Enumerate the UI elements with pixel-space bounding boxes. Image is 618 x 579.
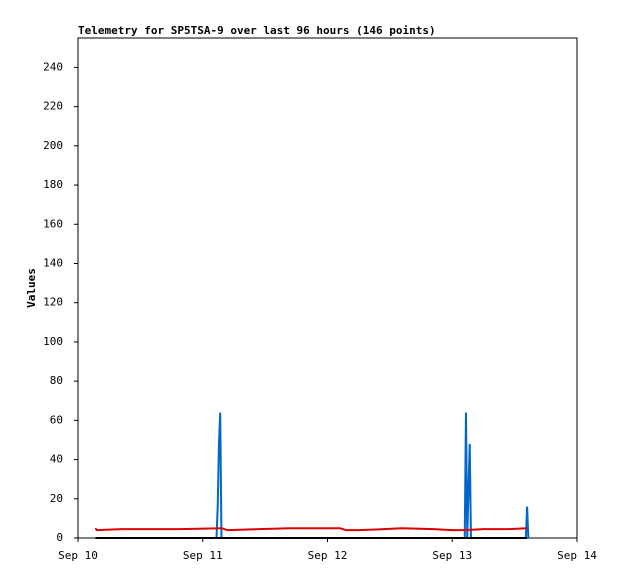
y-axis-label: Values bbox=[25, 268, 38, 308]
y-tick-label: 200 bbox=[43, 139, 63, 152]
chart-title: Telemetry for SP5TSA-9 over last 96 hour… bbox=[78, 24, 436, 37]
y-tick-label: 60 bbox=[50, 413, 63, 426]
y-tick-label: 240 bbox=[43, 60, 63, 73]
x-tick-label: Sep 10 bbox=[58, 549, 98, 562]
y-tick-label: 40 bbox=[50, 453, 63, 466]
x-tick-label: Sep 11 bbox=[183, 549, 223, 562]
y-tick-label: 140 bbox=[43, 256, 63, 269]
y-tick-label: 0 bbox=[56, 531, 63, 544]
x-tick-label: Sep 12 bbox=[308, 549, 348, 562]
y-tick-label: 180 bbox=[43, 178, 63, 191]
y-tick-label: 100 bbox=[43, 335, 63, 348]
y-tick-label: 80 bbox=[50, 374, 63, 387]
y-tick-label: 220 bbox=[43, 100, 63, 113]
series-line bbox=[94, 527, 528, 532]
x-tick-label: Sep 14 bbox=[557, 549, 597, 562]
y-tick-label: 160 bbox=[43, 217, 63, 230]
y-tick-label: 20 bbox=[50, 492, 63, 505]
y-tick-label: 120 bbox=[43, 296, 63, 309]
x-tick-label: Sep 13 bbox=[432, 549, 472, 562]
